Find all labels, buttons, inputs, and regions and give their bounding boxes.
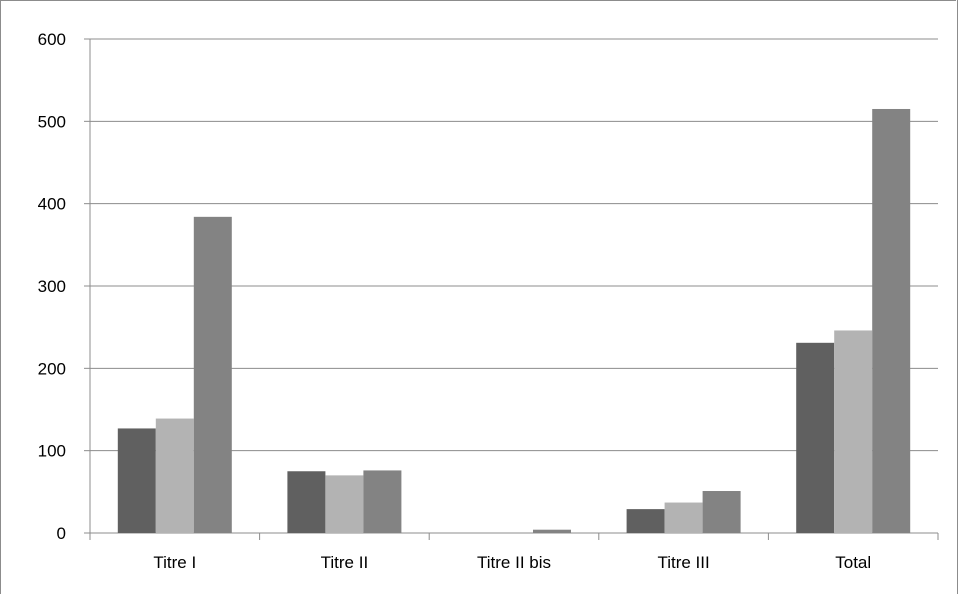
bar xyxy=(626,509,665,533)
bar xyxy=(193,216,232,533)
bar xyxy=(872,108,911,533)
chart-border-top xyxy=(0,0,956,1)
bar xyxy=(834,330,873,533)
bar xyxy=(287,471,326,533)
bar xyxy=(533,529,571,533)
x-tick-label: Titre I xyxy=(153,553,196,572)
x-tick-label: Titre II xyxy=(321,553,369,572)
bar xyxy=(702,491,741,533)
bar xyxy=(796,342,835,533)
bar xyxy=(325,475,364,533)
y-tick-label: 100 xyxy=(38,442,66,461)
y-tick-label: 300 xyxy=(38,277,66,296)
x-tick-label: Total xyxy=(835,553,871,572)
bar xyxy=(664,502,703,533)
x-tick-label: Titre III xyxy=(657,553,709,572)
bar xyxy=(363,470,402,533)
y-tick-label: 200 xyxy=(38,359,66,378)
x-tick-label: Titre II bis xyxy=(477,553,551,572)
chart-border-left xyxy=(0,0,1,594)
y-tick-label: 500 xyxy=(38,112,66,131)
bar xyxy=(155,418,194,533)
y-tick-label: 400 xyxy=(38,195,66,214)
y-tick-label: 0 xyxy=(57,524,66,543)
y-tick-label: 600 xyxy=(38,30,66,49)
bar xyxy=(117,428,156,533)
